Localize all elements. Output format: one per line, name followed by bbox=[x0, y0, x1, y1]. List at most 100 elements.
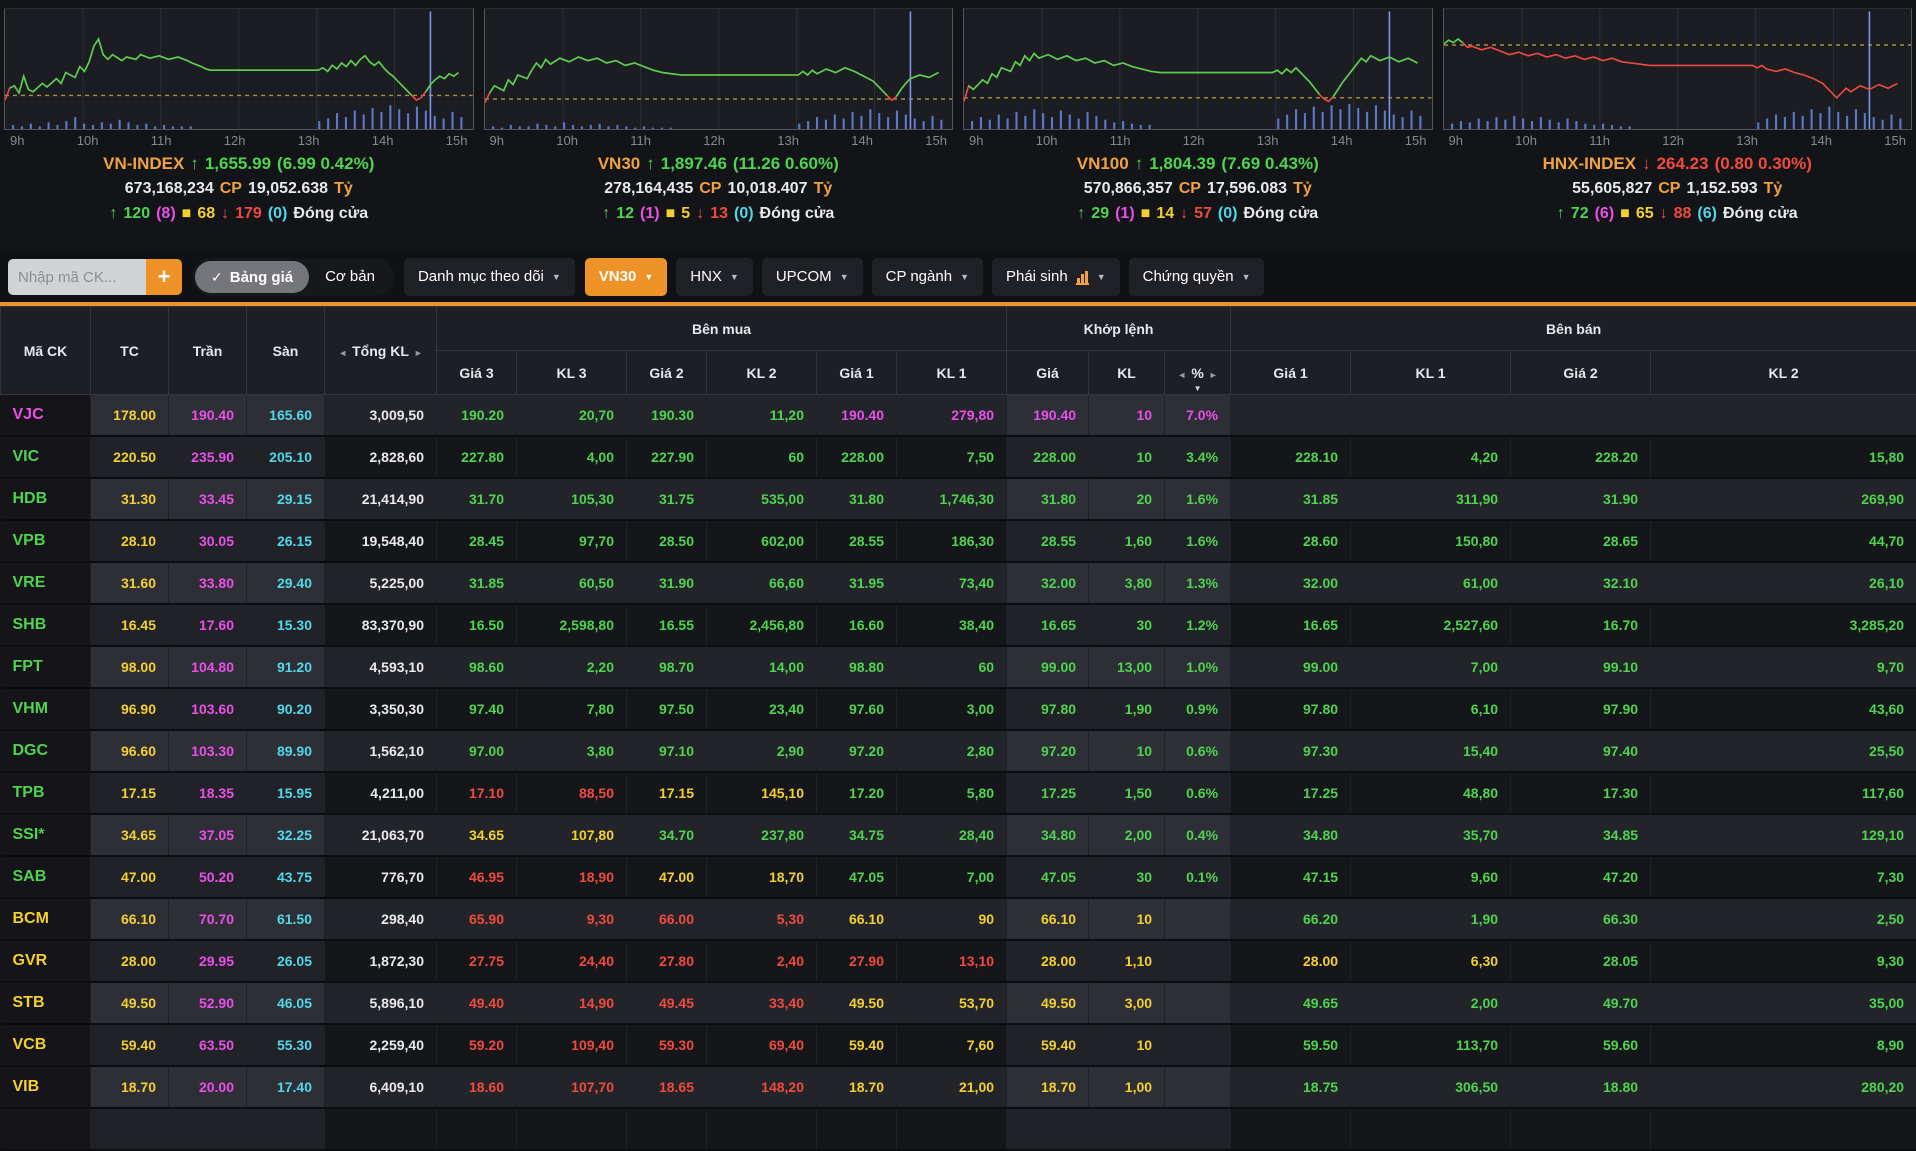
table-row[interactable]: STB49.5052.9046.055,896,1049.4014,9049.4… bbox=[1, 982, 1916, 1024]
right-arrow-icon[interactable]: ► bbox=[1209, 370, 1218, 380]
ticker-cell[interactable]: VIB bbox=[1, 1066, 91, 1108]
right-arrow-icon[interactable]: ► bbox=[414, 348, 423, 358]
table-row[interactable]: BCM66.1070.7061.50298,4065.909,3066.005,… bbox=[1, 898, 1916, 940]
table-row[interactable]: HDB31.3033.4529.1521,414,9031.70105,3031… bbox=[1, 478, 1916, 520]
col-header-bid-vol2[interactable]: KL 2 bbox=[707, 351, 817, 395]
price-board: Mã CK TC Trần Sàn ◄Tổng KL► Bên mua Khớp… bbox=[0, 306, 1916, 1151]
col-header-matched-pct[interactable]: ◄%► ▼ bbox=[1165, 351, 1231, 395]
price-cell: 2,20 bbox=[517, 646, 627, 688]
watchlist-dropdown[interactable]: Danh mục theo dõi ▼ bbox=[404, 258, 575, 296]
table-row[interactable]: TPB17.1518.3515.954,211,0017.1088,5017.1… bbox=[1, 772, 1916, 814]
price-cell: 237,80 bbox=[707, 814, 817, 856]
ticker-cell[interactable]: TPB bbox=[1, 772, 91, 814]
ref-price-cell: 98.00 bbox=[91, 646, 169, 688]
table-row[interactable]: SSI*34.6537.0532.2521,063,7034.65107,803… bbox=[1, 814, 1916, 856]
price-cell: 33,40 bbox=[707, 982, 817, 1024]
ticker-cell[interactable]: HDB bbox=[1, 478, 91, 520]
table-row[interactable]: GVR28.0029.9526.051,872,3027.7524,4027.8… bbox=[1, 940, 1916, 982]
price-cell: 31.80 bbox=[817, 478, 897, 520]
col-header-ask-vol2[interactable]: KL 2 bbox=[1651, 351, 1916, 395]
price-cell: 27.75 bbox=[437, 940, 517, 982]
table-row[interactable]: VIB18.7020.0017.406,409,1018.60107,7018.… bbox=[1, 1066, 1916, 1108]
market-tab-phái-sinh[interactable]: Phái sinh▼ bbox=[992, 258, 1120, 296]
col-header-bid-price1[interactable]: Giá 1 bbox=[817, 351, 897, 395]
price-cell: 16.70 bbox=[1511, 604, 1651, 646]
ticker-cell[interactable]: VIC bbox=[1, 436, 91, 478]
ticker-cell[interactable]: STB bbox=[1, 982, 91, 1024]
view-mode-active[interactable]: ✓Bảng giá bbox=[195, 261, 309, 293]
left-arrow-icon[interactable]: ◄ bbox=[1177, 370, 1186, 380]
col-header-ticker[interactable]: Mã CK bbox=[1, 307, 91, 395]
ticker-cell[interactable]: GVR bbox=[1, 940, 91, 982]
price-cell: 7,60 bbox=[897, 1024, 1007, 1066]
table-row[interactable]: VJC178.00190.40165.603,009,50190.2020,70… bbox=[1, 395, 1916, 437]
ticker-cell[interactable]: VJC bbox=[1, 395, 91, 437]
table-row[interactable] bbox=[1, 1108, 1916, 1150]
left-arrow-icon[interactable]: ◄ bbox=[338, 348, 347, 358]
price-cell: 15,80 bbox=[1651, 436, 1916, 478]
price-cell: 148,20 bbox=[707, 1066, 817, 1108]
ticker-cell[interactable]: VRE bbox=[1, 562, 91, 604]
ticker-cell[interactable]: FPT bbox=[1, 646, 91, 688]
group-header-bid: Bên mua bbox=[437, 307, 1007, 351]
price-cell: 34.65 bbox=[437, 814, 517, 856]
price-cell: 7,00 bbox=[897, 856, 1007, 898]
market-tabs: VN30▼HNX▼UPCOM▼CP ngành▼Phái sinh▼Chứng … bbox=[585, 258, 1265, 296]
price-cell bbox=[517, 1108, 627, 1150]
price-cell: 59.40 bbox=[817, 1024, 897, 1066]
table-row[interactable]: SAB47.0050.2043.75776,7046.9518,9047.001… bbox=[1, 856, 1916, 898]
index-volume-line: 570,866,357CP17,596.083Tỷ bbox=[963, 176, 1433, 201]
table-row[interactable]: FPT98.00104.8091.204,593,1098.602,2098.7… bbox=[1, 646, 1916, 688]
col-header-ask-price1[interactable]: Giá 1 bbox=[1231, 351, 1351, 395]
market-tab-upcom[interactable]: UPCOM▼ bbox=[762, 258, 863, 296]
ticker-cell[interactable]: SHB bbox=[1, 604, 91, 646]
price-cell: 47.05 bbox=[817, 856, 897, 898]
price-cell: 47.05 bbox=[1007, 856, 1089, 898]
table-row[interactable]: VIC220.50235.90205.102,828,60227.804,002… bbox=[1, 436, 1916, 478]
search-input[interactable] bbox=[8, 259, 146, 295]
col-header-total-volume[interactable]: ◄Tổng KL► bbox=[325, 307, 437, 395]
market-tab-vn30[interactable]: VN30▼ bbox=[585, 258, 667, 296]
col-header-tc[interactable]: TC bbox=[91, 307, 169, 395]
price-cell: 107,80 bbox=[517, 814, 627, 856]
price-cell: 9,30 bbox=[1651, 940, 1916, 982]
add-symbol-button[interactable]: + bbox=[146, 259, 182, 295]
col-header-tran[interactable]: Trần bbox=[169, 307, 247, 395]
col-header-bid-price3[interactable]: Giá 3 bbox=[437, 351, 517, 395]
market-tab-chứng-quyền[interactable]: Chứng quyền▼ bbox=[1129, 258, 1265, 296]
total-volume-cell: 776,70 bbox=[325, 856, 437, 898]
time-tick-label: 11h bbox=[1110, 133, 1131, 148]
ticker-cell[interactable]: SAB bbox=[1, 856, 91, 898]
col-header-matched-vol[interactable]: KL bbox=[1089, 351, 1165, 395]
price-cell: 60 bbox=[707, 436, 817, 478]
market-tab-hnx[interactable]: HNX▼ bbox=[676, 258, 753, 296]
ticker-cell[interactable]: VHM bbox=[1, 688, 91, 730]
price-cell: 34.75 bbox=[817, 814, 897, 856]
price-cell: 1,50 bbox=[1089, 772, 1165, 814]
ticker-cell[interactable] bbox=[1, 1108, 91, 1150]
table-row[interactable]: VHM96.90103.6090.203,350,3097.407,8097.5… bbox=[1, 688, 1916, 730]
ticker-cell[interactable]: VCB bbox=[1, 1024, 91, 1066]
col-header-san[interactable]: Sàn bbox=[247, 307, 325, 395]
table-row[interactable]: VPB28.1030.0526.1519,548,4028.4597,7028.… bbox=[1, 520, 1916, 562]
ticker-cell[interactable]: DGC bbox=[1, 730, 91, 772]
price-cell: 0.9% bbox=[1165, 688, 1231, 730]
col-header-ask-vol1[interactable]: KL 1 bbox=[1351, 351, 1511, 395]
ticker-cell[interactable]: SSI* bbox=[1, 814, 91, 856]
col-header-bid-vol1[interactable]: KL 1 bbox=[897, 351, 1007, 395]
market-tab-cp-ngành[interactable]: CP ngành▼ bbox=[872, 258, 983, 296]
view-mode-option[interactable]: Cơ bản bbox=[309, 261, 391, 293]
ticker-cell[interactable]: BCM bbox=[1, 898, 91, 940]
col-header-ask-price2[interactable]: Giá 2 bbox=[1511, 351, 1651, 395]
table-row[interactable]: VRE31.6033.8029.405,225,0031.8560,5031.9… bbox=[1, 562, 1916, 604]
table-row[interactable]: DGC96.60103.3089.901,562,1097.003,8097.1… bbox=[1, 730, 1916, 772]
table-row[interactable]: VCB59.4063.5055.302,259,4059.20109,4059.… bbox=[1, 1024, 1916, 1066]
price-cell: 113,70 bbox=[1351, 1024, 1511, 1066]
col-header-bid-vol3[interactable]: KL 3 bbox=[517, 351, 627, 395]
table-row[interactable]: SHB16.4517.6015.3083,370,9016.502,598,80… bbox=[1, 604, 1916, 646]
price-cell: 20,70 bbox=[517, 395, 627, 437]
col-header-bid-price2[interactable]: Giá 2 bbox=[627, 351, 707, 395]
col-header-matched-price[interactable]: Giá bbox=[1007, 351, 1089, 395]
price-cell: 97.90 bbox=[1511, 688, 1651, 730]
ticker-cell[interactable]: VPB bbox=[1, 520, 91, 562]
